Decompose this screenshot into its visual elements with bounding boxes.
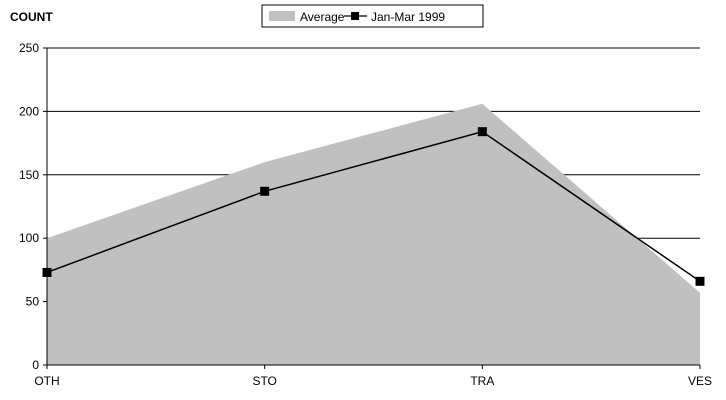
y-tick-label-100: 100	[19, 231, 39, 245]
y-tick-label-0: 0	[32, 358, 39, 372]
marker-jan-mar-tra	[477, 127, 487, 137]
y-tick-label-50: 50	[26, 295, 40, 309]
legend-marker-jan-mar	[351, 12, 359, 20]
marker-jan-mar-sto	[260, 186, 270, 196]
line-series-jan-mar-1999	[46, 130, 701, 282]
x-tick-label-sto: STO	[252, 374, 276, 388]
y-tick-label-150: 150	[19, 168, 39, 182]
legend-label-jan-mar: Jan-Mar 1999	[371, 10, 445, 24]
x-tick-label-oth: OTH	[34, 374, 59, 388]
x-tick-label-ves: VES	[688, 374, 712, 388]
area-series-average	[47, 103, 700, 366]
axis-layer: 0 50 100 150 200 250 OTH STO TRA VES	[19, 41, 712, 388]
legend-box	[261, 4, 484, 28]
y-tick-label-250: 250	[19, 41, 39, 55]
area-layer	[47, 103, 700, 366]
marker-jan-mar-ves	[695, 276, 705, 286]
legend: Average Jan-Mar 1999	[261, 4, 484, 28]
y-axis-title: COUNT	[10, 10, 53, 24]
legend-swatch-average	[269, 11, 295, 21]
y-tick-label-200: 200	[19, 104, 39, 118]
legend-label-average: Average	[300, 10, 345, 24]
x-tick-label-tra: TRA	[470, 374, 494, 388]
